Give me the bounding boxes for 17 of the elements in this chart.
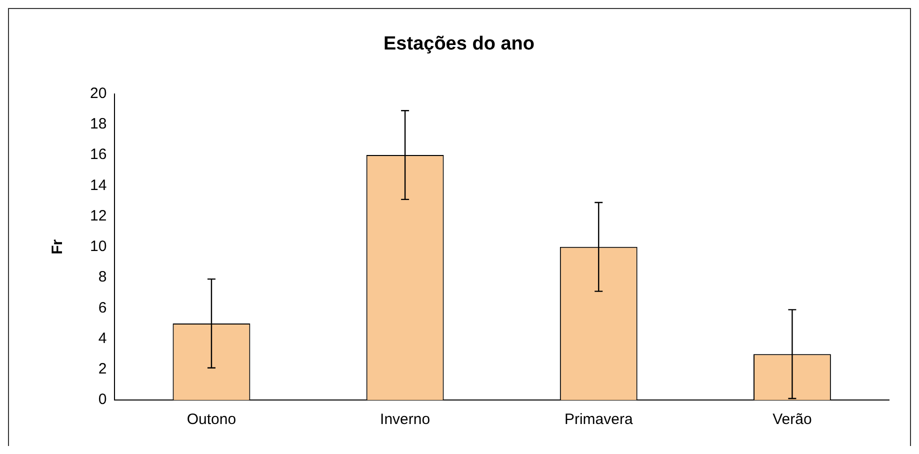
- chart-title: Estações do ano: [384, 34, 534, 55]
- x-tick-label: Outono: [186, 411, 236, 428]
- y-tick-label: 10: [90, 238, 107, 256]
- y-tick-label: 2: [98, 360, 107, 378]
- y-tick-label: 6: [98, 299, 107, 316]
- y-tick-label: 8: [98, 268, 107, 286]
- x-tick-label: Verão: [772, 411, 812, 428]
- y-tick-label: 20: [90, 84, 107, 102]
- y-axis-title: Fr: [49, 239, 66, 254]
- y-tick-label: 14: [90, 176, 107, 194]
- y-tick-label: 12: [90, 207, 107, 224]
- x-tick-label: Inverno: [380, 411, 430, 428]
- y-tick-label: 4: [98, 330, 107, 347]
- y-tick-label: 16: [90, 146, 107, 164]
- y-tick-label: 0: [98, 391, 107, 408]
- y-tick-label: 18: [90, 116, 107, 133]
- x-tick-label: Primavera: [564, 411, 634, 428]
